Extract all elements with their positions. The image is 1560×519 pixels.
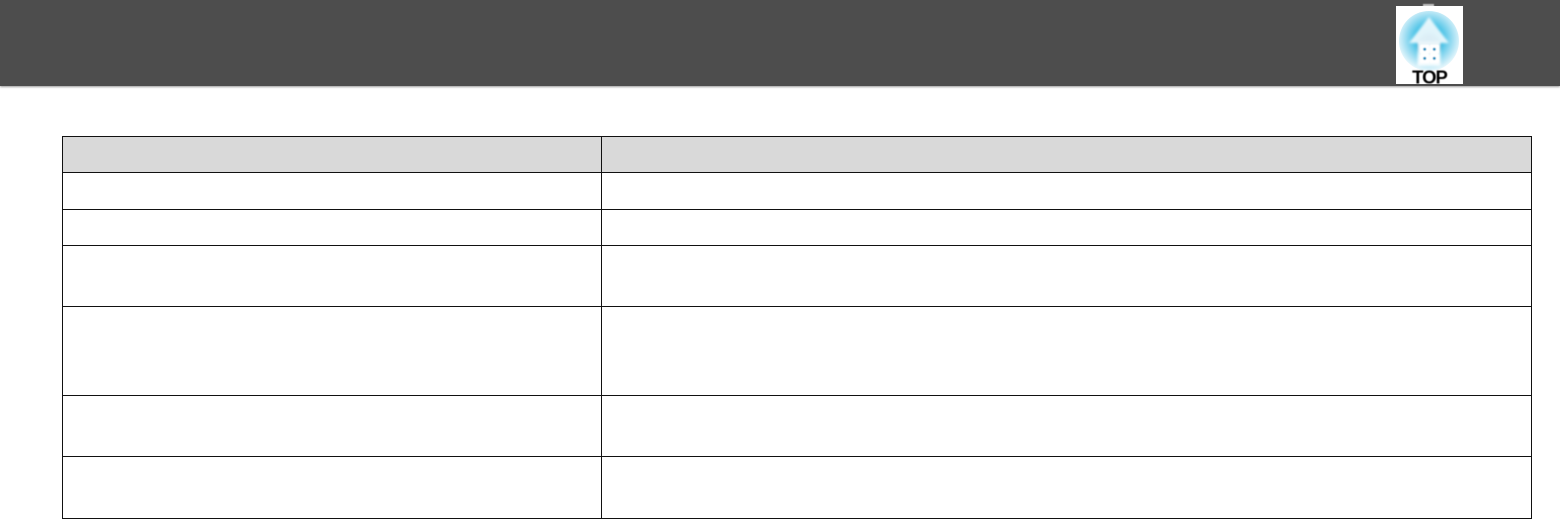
svg-text:TOP: TOP [1412,66,1447,84]
